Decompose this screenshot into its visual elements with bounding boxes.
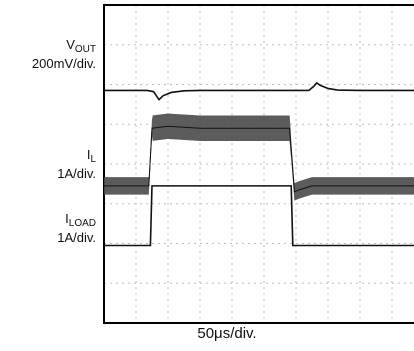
iload-name: ILOAD xyxy=(65,211,96,230)
trace-line-2 xyxy=(104,185,414,247)
x-axis-label: 50μs/div. xyxy=(197,325,257,342)
trace-line-0 xyxy=(104,81,414,101)
label-iload: ILOAD 1A/div. xyxy=(0,212,96,245)
il-scale: 1A/div. xyxy=(57,166,96,181)
label-il: IL 1A/div. xyxy=(0,148,96,181)
vout-scale: 200mV/div. xyxy=(31,56,96,71)
label-vout: VOUT 200mV/div. xyxy=(0,38,96,71)
plot-grid xyxy=(104,5,414,323)
trace-band-1 xyxy=(104,113,414,201)
il-name: IL xyxy=(86,147,96,166)
vout-name: VOUT xyxy=(66,37,96,56)
iload-scale: 1A/div. xyxy=(57,230,96,245)
trace-line-1 xyxy=(104,125,414,193)
trace-group xyxy=(104,81,414,247)
plot-frame xyxy=(103,4,414,324)
